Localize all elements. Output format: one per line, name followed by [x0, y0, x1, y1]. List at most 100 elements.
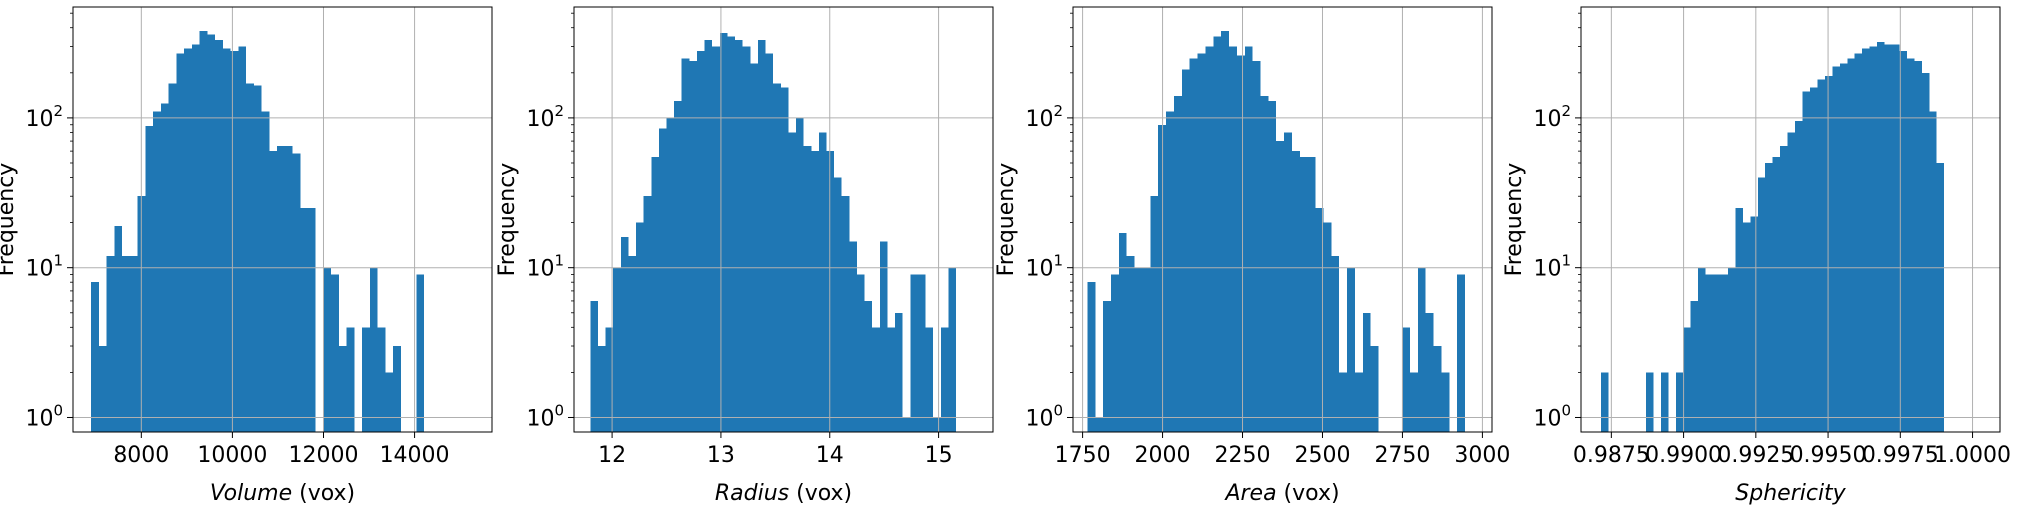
histogram-bar [1260, 96, 1269, 432]
histogram-bar [1268, 100, 1277, 432]
histogram-bar [269, 151, 278, 432]
y-tick-label: 101 [1025, 252, 1063, 282]
histogram-bar [872, 327, 880, 432]
histogram-bar [1780, 145, 1788, 433]
histogram-bar [176, 53, 185, 432]
y-tick-label: 100 [526, 401, 564, 431]
histogram-bar [1869, 46, 1878, 433]
x-tick-label: 0.9900 [1645, 443, 1722, 468]
histogram-bar [1142, 267, 1151, 432]
x-tick-label: 1750 [1055, 443, 1111, 468]
histogram-bar [338, 346, 347, 432]
histogram-bar [1713, 274, 1721, 432]
histogram-bar [895, 312, 903, 432]
x-axis-label: Sphericity [1735, 481, 1846, 506]
y-tick-label: 100 [25, 401, 63, 431]
y-axis-label: Frequency [1502, 163, 1527, 277]
histogram-bar [696, 50, 705, 433]
histogram-bar [1307, 156, 1316, 433]
histogram-bar [238, 46, 247, 433]
y-tick-label: 101 [25, 252, 63, 282]
x-tick-label: 12000 [288, 443, 358, 468]
histogram-bar [1847, 58, 1855, 432]
histogram-bar [346, 327, 355, 432]
histogram-bar [735, 40, 743, 432]
histogram-panel-2: 12 13 14 15 100 101 102 Radius (vox) Frequency [495, 6, 994, 506]
gridlines [73, 7, 492, 432]
histogram-bar [1660, 372, 1669, 432]
histogram-bar [742, 46, 751, 433]
y-tick-label: 100 [1025, 401, 1063, 431]
histogram-bar [1601, 372, 1609, 432]
histogram-bar [416, 274, 425, 432]
histogram-bar [1906, 58, 1915, 432]
histogram-bar [1457, 274, 1466, 432]
histogram-bar [643, 196, 652, 432]
histogram-bar [393, 346, 401, 432]
histogram-bar [658, 128, 667, 432]
histogram-bar [199, 31, 208, 433]
x-axis-label: Volume (vox) [210, 481, 355, 506]
gridlines [1073, 7, 1492, 432]
histogram-bar [826, 151, 835, 432]
histogram-bar [719, 32, 728, 432]
histogram-bar [1921, 72, 1930, 432]
histogram-bar [1720, 274, 1728, 432]
histogram-bar [98, 346, 107, 432]
bars [590, 32, 956, 433]
histogram-bar [1772, 156, 1781, 433]
histogram-bar [114, 225, 123, 432]
histogram-bar [628, 255, 637, 432]
histogram-bar [887, 327, 896, 432]
histogram-bar [925, 327, 934, 432]
y-axis-label: Frequency [0, 163, 19, 277]
histogram-bar [129, 255, 138, 432]
histogram-bar [215, 40, 223, 432]
histogram-bar [1757, 177, 1766, 432]
histogram-bar [1914, 60, 1922, 432]
x-tick-label: 14000 [380, 443, 450, 468]
axes-frame [1580, 6, 2001, 433]
histogram-bar [362, 327, 370, 432]
histogram-bar [1221, 31, 1230, 433]
histogram-bar [933, 417, 941, 432]
histogram-bar [1181, 69, 1190, 432]
histogram-bar [818, 132, 827, 433]
histogram-bar [910, 274, 918, 432]
y-tick-label: 101 [526, 252, 564, 282]
histogram-bar [145, 126, 154, 432]
y-tick-label: 101 [1533, 252, 1571, 282]
histogram-bar [253, 85, 262, 432]
y-tick-label: 102 [1533, 102, 1571, 132]
x-tick-label: 1.0000 [1934, 443, 2011, 468]
histogram-bar [1291, 151, 1300, 432]
histogram-bar [834, 177, 842, 432]
histogram-bar [757, 40, 766, 432]
histogram-bar [284, 145, 293, 433]
histogram-bar [1645, 372, 1654, 432]
x-axis-label: Area (vox) [1223, 481, 1339, 506]
x-tick-label: 2500 [1294, 443, 1350, 468]
y-tick-label: 102 [526, 102, 564, 132]
histogram-bar [1331, 255, 1340, 432]
histogram-bar [1402, 327, 1410, 432]
histogram-bar [1795, 121, 1803, 433]
x-tick-label: 15 [925, 443, 953, 468]
histogram-bar [369, 267, 378, 432]
x-tick-label: 0.9950 [1790, 443, 1867, 468]
histogram-bar [1118, 233, 1127, 432]
histogram-bar [613, 267, 621, 432]
histogram-bar [106, 255, 115, 432]
histogram-bar [1765, 162, 1773, 433]
histogram-bar [1236, 55, 1245, 433]
histogram-bar [222, 48, 231, 432]
axes-frame [1072, 6, 1493, 433]
histogram-bar [796, 117, 804, 433]
histogram-bar [1899, 50, 1907, 433]
y-tick-label: 102 [25, 102, 63, 132]
gridlines [574, 7, 993, 432]
histogram-bar [300, 208, 308, 432]
histogram-panel-3: 1750 2000 2250 2500 2750 3000 100 101 102 Area (v… [994, 6, 1510, 506]
histogram-bar [1150, 196, 1159, 432]
